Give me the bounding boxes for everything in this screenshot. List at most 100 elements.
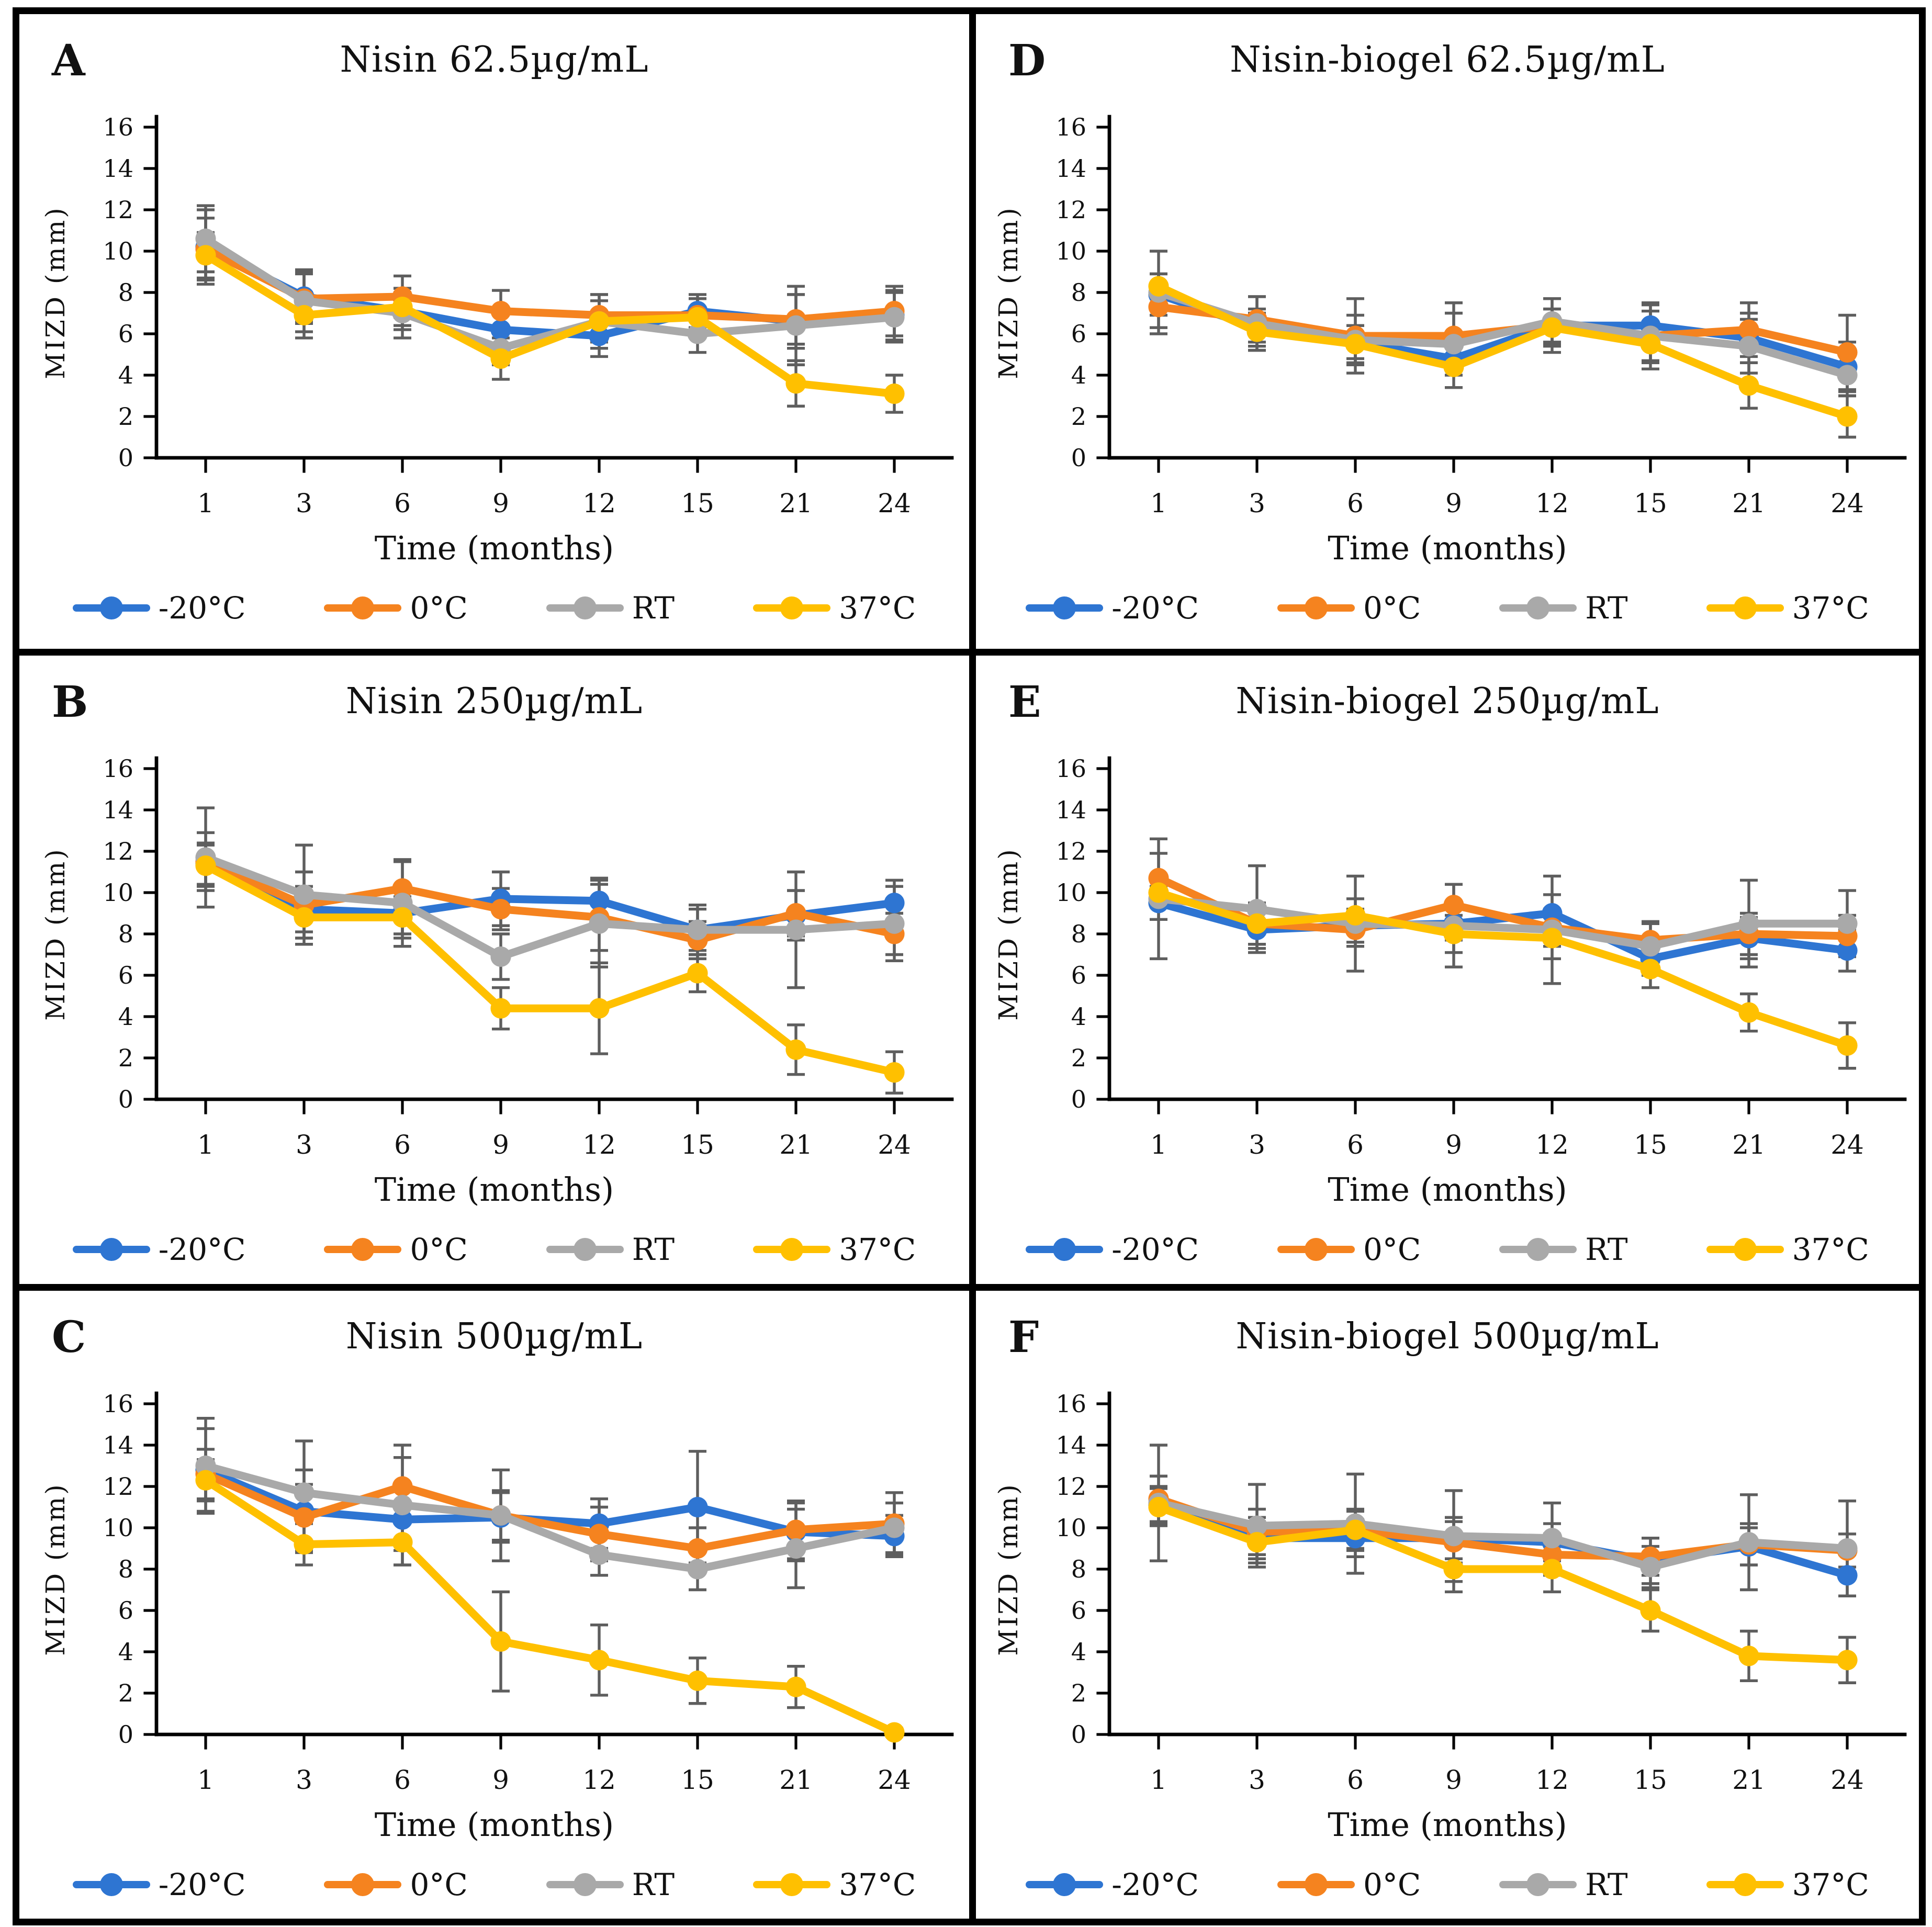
panel-a-title: Nisin 62.5µg/mL (340, 39, 649, 81)
x-tick-label: 12 (582, 1130, 616, 1160)
legend-marker-icon (1499, 1238, 1577, 1261)
y-tick-label: 2 (118, 1044, 133, 1072)
panel-c-title: Nisin 500µg/mL (345, 1315, 643, 1357)
data-point-rt-15 (687, 919, 708, 941)
legend-dot-icon (1053, 1238, 1076, 1261)
y-tick-label: 8 (118, 1555, 133, 1583)
data-point-rt-12 (1542, 1527, 1563, 1549)
legend-marker-icon (1706, 1238, 1784, 1261)
series-37c-line (1148, 1496, 1858, 1671)
legend-label: 37°C (839, 590, 916, 626)
panel-e-title: Nisin-biogel 250µg/mL (1235, 681, 1659, 723)
data-point-37c-12 (588, 311, 610, 332)
legend-item-0c: 0°C (1277, 1232, 1421, 1267)
panel-e-axes (1096, 756, 1907, 1114)
series-rt-path (201, 234, 898, 353)
legend-marker-icon (1706, 1873, 1784, 1896)
panel-e: E Nisin-biogel 250µg/mL 0 2 4 6 8 10 12 14 16 1 3 6… (969, 649, 1919, 1284)
panel-d-letter: D (1008, 36, 1046, 86)
y-tick-label: 14 (1055, 796, 1086, 824)
x-tick-label: 3 (1249, 1765, 1265, 1795)
y-tick-label: 10 (1055, 1514, 1086, 1542)
x-tick-label: 15 (1634, 1130, 1667, 1160)
legend-item-rt: RT (1499, 1866, 1628, 1902)
data-point-37c-21 (785, 1676, 806, 1697)
data-point-rt-15 (1640, 1557, 1661, 1577)
data-point-rt-9 (1443, 1525, 1464, 1547)
panel-c-axes (143, 1391, 953, 1750)
legend-dot-icon (573, 1238, 597, 1261)
legend-dot-icon (99, 1873, 123, 1896)
legend-marker-icon (72, 1873, 150, 1896)
y-tick-label: 0 (1071, 444, 1086, 472)
legend-dot-icon (573, 1873, 597, 1896)
panel-b: B Nisin 250µg/mL 0 2 4 6 8 10 12 14 16 1 3 6 9 12 15 21… (19, 649, 969, 1284)
series-0c-path (201, 858, 898, 944)
data-point-37c-15 (687, 307, 708, 328)
y-tick-label: 14 (1055, 1431, 1086, 1459)
y-tick-label: 14 (103, 796, 133, 824)
data-point-37c-3 (293, 1534, 314, 1554)
y-tick-label: 4 (1071, 361, 1086, 389)
data-point-rt-3 (293, 290, 314, 311)
panel-f-title: Nisin-biogel 500µg/mL (1235, 1315, 1659, 1357)
legend-marker-icon (546, 596, 624, 619)
series-rt-path (1154, 895, 1851, 951)
data-point-37c-24 (883, 383, 905, 404)
x-tick-label: 1 (197, 1130, 214, 1160)
panel-b-header: B Nisin 250µg/mL (24, 658, 965, 746)
y-tick-label: 10 (103, 878, 133, 907)
legend-dot-icon (1053, 596, 1076, 619)
data-point-0c-6 (391, 878, 413, 899)
series-37c-path (201, 251, 898, 398)
data-point-rt-3 (1246, 899, 1267, 920)
series-37c-path (201, 862, 898, 1077)
y-tick-label: 16 (103, 754, 133, 783)
data-point-0c-6 (391, 1476, 413, 1497)
y-tick-label: 12 (103, 837, 133, 865)
y-tick-label: 10 (1055, 237, 1086, 265)
x-tick-label: 6 (394, 1765, 411, 1795)
legend-dot-icon (1526, 596, 1550, 619)
x-tick-label: 24 (1830, 1765, 1864, 1795)
legend-item-37c: 37°C (753, 1232, 916, 1267)
legend-marker-icon (72, 1238, 150, 1261)
data-point-minus20c-6 (391, 1509, 413, 1530)
legend-item-0c: 0°C (324, 590, 468, 626)
legend-item-minus20c: -20°C (1026, 590, 1199, 626)
x-tick-label: 3 (1249, 1130, 1265, 1160)
y-tick-label: 12 (1055, 196, 1086, 224)
x-tick-label: 1 (1150, 1130, 1167, 1160)
legend-marker-icon (324, 1238, 402, 1261)
legend-item-rt: RT (546, 590, 675, 626)
panel-d-title: Nisin-biogel 62.5µg/mL (1230, 39, 1665, 81)
x-tick-label: 15 (681, 1765, 714, 1795)
legend-item-37c: 37°C (753, 590, 916, 626)
data-point-37c-21 (1738, 1645, 1759, 1666)
data-point-37c-12 (1542, 317, 1563, 338)
legend-label: RT (1585, 1232, 1628, 1268)
panel-f-yaxis-title: MIZD (mm) (993, 1482, 1024, 1656)
y-tick-label: 10 (103, 1514, 133, 1542)
legend-item-minus20c: -20°C (1026, 1232, 1199, 1267)
legend-dot-icon (351, 1873, 375, 1896)
legend-item-0c: 0°C (1277, 1867, 1421, 1902)
y-tick-label: 6 (1071, 1596, 1086, 1625)
legend-label: -20°C (158, 1866, 246, 1902)
legend-label: 37°C (839, 1232, 916, 1268)
y-tick-label: 2 (118, 402, 133, 431)
x-tick-label: 21 (1732, 488, 1766, 519)
x-tick-label: 24 (878, 1765, 911, 1795)
y-tick-label: 6 (118, 320, 133, 348)
series-0c-path (201, 245, 898, 323)
data-point-37c-1 (1148, 276, 1169, 297)
legend-item-minus20c: -20°C (72, 1232, 245, 1267)
legend-label: -20°C (158, 590, 246, 626)
legend-dot-icon (99, 596, 123, 619)
data-point-37c-6 (391, 297, 413, 318)
legend-label: RT (632, 590, 675, 626)
legend-label: RT (1585, 1866, 1628, 1902)
data-point-0c-21 (1738, 319, 1759, 340)
